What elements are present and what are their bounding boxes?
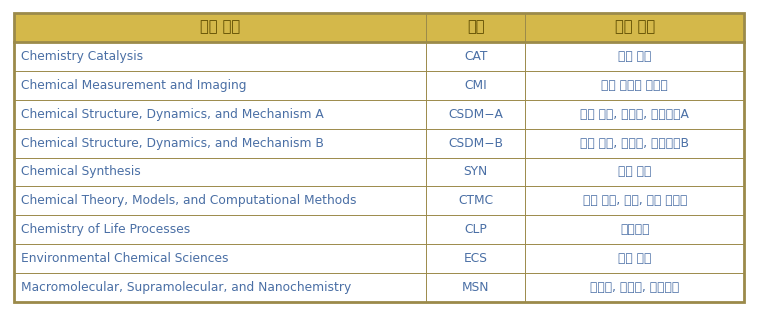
- Bar: [427, 42, 525, 71]
- Bar: [14, 13, 427, 42]
- Bar: [525, 42, 744, 71]
- Text: CSDM−A: CSDM−A: [449, 107, 503, 121]
- Text: SYN: SYN: [464, 165, 488, 179]
- Bar: [525, 71, 744, 100]
- Text: CMI: CMI: [465, 78, 487, 92]
- Text: CTMC: CTMC: [459, 194, 493, 208]
- Text: CAT: CAT: [464, 49, 487, 63]
- Bar: [525, 186, 744, 215]
- Text: Chemical Measurement and Imaging: Chemical Measurement and Imaging: [21, 78, 246, 92]
- Text: Chemical Theory, Models, and Computational Methods: Chemical Theory, Models, and Computation…: [21, 194, 357, 208]
- Bar: [525, 100, 744, 129]
- Text: 세부 분야: 세부 분야: [200, 20, 240, 35]
- Bar: [525, 273, 744, 302]
- Bar: [427, 215, 525, 244]
- Text: 화학 구조, 동역학, 메커니즘B: 화학 구조, 동역학, 메커니즘B: [581, 136, 689, 150]
- Bar: [525, 244, 744, 273]
- Text: Chemistry Catalysis: Chemistry Catalysis: [21, 49, 143, 63]
- Bar: [427, 186, 525, 215]
- Text: Chemical Structure, Dynamics, and Mechanism B: Chemical Structure, Dynamics, and Mechan…: [21, 136, 324, 150]
- Bar: [525, 13, 744, 42]
- Bar: [14, 244, 427, 273]
- Bar: [14, 42, 427, 71]
- Bar: [427, 13, 525, 42]
- Text: 화학 측정과 이미징: 화학 측정과 이미징: [601, 78, 668, 92]
- Bar: [14, 215, 427, 244]
- Text: CLP: CLP: [465, 223, 487, 237]
- Bar: [14, 158, 427, 186]
- Text: 국문 분류: 국문 분류: [615, 20, 655, 35]
- Text: MSN: MSN: [462, 281, 490, 295]
- Bar: [427, 158, 525, 186]
- Text: Chemistry of Life Processes: Chemistry of Life Processes: [21, 223, 190, 237]
- Text: Chemical Structure, Dynamics, and Mechanism A: Chemical Structure, Dynamics, and Mechan…: [21, 107, 324, 121]
- Bar: [525, 158, 744, 186]
- Text: 고분자, 초분자, 나노화학: 고분자, 초분자, 나노화학: [590, 281, 679, 295]
- Text: 화학 촉매: 화학 촉매: [618, 49, 651, 63]
- Bar: [427, 129, 525, 158]
- Text: Environmental Chemical Sciences: Environmental Chemical Sciences: [21, 252, 229, 266]
- Text: Macromolecular, Supramolecular, and Nanochemistry: Macromolecular, Supramolecular, and Nano…: [21, 281, 352, 295]
- Bar: [427, 273, 525, 302]
- Bar: [14, 100, 427, 129]
- Text: 화학 구조, 동역학, 메커니즘A: 화학 구조, 동역학, 메커니즘A: [581, 107, 689, 121]
- Text: 생명화학: 생명화학: [620, 223, 650, 237]
- Bar: [525, 129, 744, 158]
- Bar: [14, 129, 427, 158]
- Bar: [525, 215, 744, 244]
- Bar: [427, 100, 525, 129]
- Text: 환경 화학: 환경 화학: [618, 252, 651, 266]
- Bar: [427, 244, 525, 273]
- Text: CSDM−B: CSDM−B: [448, 136, 503, 150]
- Text: 화학 합성: 화학 합성: [618, 165, 651, 179]
- Text: ECS: ECS: [464, 252, 487, 266]
- Text: 약자: 약자: [467, 20, 484, 35]
- Bar: [14, 273, 427, 302]
- Bar: [14, 186, 427, 215]
- Text: Chemical Synthesis: Chemical Synthesis: [21, 165, 141, 179]
- Bar: [14, 71, 427, 100]
- Bar: [427, 71, 525, 100]
- Text: 화학 이론, 모델, 계산 방법론: 화학 이론, 모델, 계산 방법론: [583, 194, 687, 208]
